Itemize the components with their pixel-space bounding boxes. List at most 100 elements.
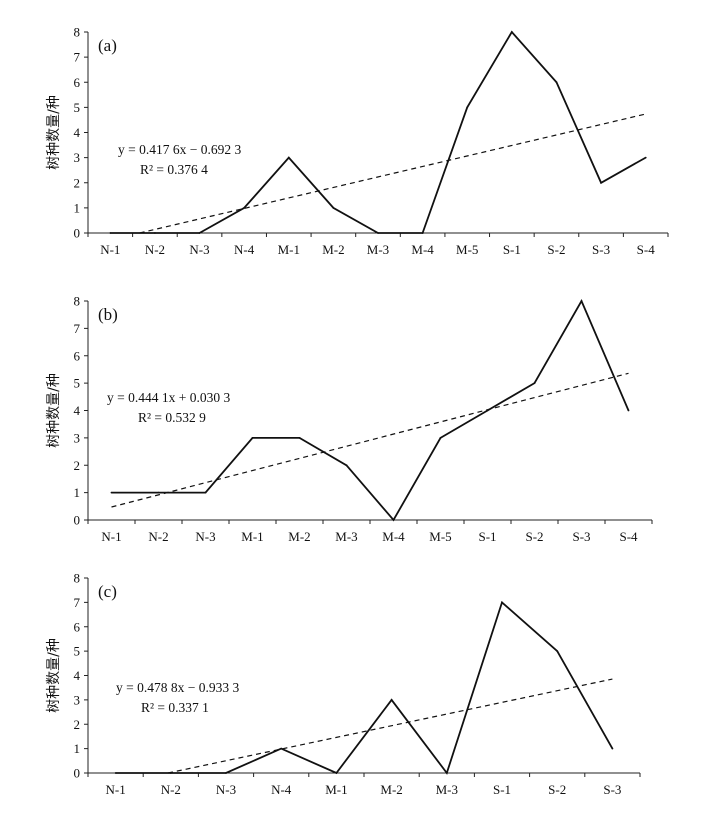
- data-point: [110, 491, 113, 494]
- data-point: [421, 232, 424, 234]
- y-tick-label: 3: [74, 692, 81, 707]
- x-tick-label: M-4: [382, 529, 405, 544]
- x-tick-label: S-4: [619, 529, 638, 544]
- trendline: [139, 113, 646, 234]
- data-point: [157, 491, 160, 494]
- data-point: [335, 772, 338, 774]
- r-squared: R² = 0.337 1: [141, 700, 209, 715]
- x-tick-label: M-2: [288, 529, 310, 544]
- y-tick-label: 3: [74, 150, 81, 165]
- y-axis-label: 树种数量/种: [46, 95, 62, 170]
- data-point: [644, 156, 647, 159]
- y-axis-label: 树种数量/种: [46, 638, 62, 713]
- data-point: [280, 747, 283, 750]
- x-tick-label: S-1: [503, 242, 521, 257]
- x-tick-label: S-2: [547, 242, 565, 257]
- x-tick-label: S-2: [548, 782, 566, 797]
- x-tick-label: N-3: [195, 529, 215, 544]
- y-tick-label: 1: [74, 485, 81, 500]
- x-tick-label: S-1: [493, 782, 511, 797]
- y-tick-label: 8: [74, 571, 81, 586]
- chart-panel-2: 0 1 2 3 4 5 6 7 8 N-1 N-2 N-3 M-1 M-2 M-3 M-4 M-5 S-1 S-2 S…: [46, 294, 653, 544]
- x-tick-label: M-2: [380, 782, 402, 797]
- y-tick-label: 0: [74, 766, 81, 781]
- x-tick-label: S-3: [592, 242, 610, 257]
- y-tick-label: 5: [74, 376, 81, 391]
- x-tick-label: M-4: [411, 242, 434, 257]
- y-tick-label: 2: [74, 717, 81, 732]
- y-tick-label: 8: [74, 294, 81, 309]
- y-tick-label: 7: [74, 50, 81, 65]
- y-tick-label: 4: [74, 403, 81, 418]
- y-tick-label: 2: [74, 458, 81, 473]
- y-tick-label: 0: [74, 513, 81, 528]
- data-point: [109, 232, 112, 234]
- data-point: [510, 31, 513, 33]
- data-point: [345, 464, 348, 467]
- x-tick-label: N-2: [148, 529, 168, 544]
- data-point: [611, 747, 614, 750]
- x-tick-label: S-3: [572, 529, 590, 544]
- panel-label: (b): [98, 305, 118, 324]
- data-point: [439, 436, 442, 439]
- data-point: [169, 772, 172, 774]
- data-point: [377, 232, 379, 234]
- data-point: [287, 156, 290, 159]
- y-tick-label: 1: [74, 200, 81, 215]
- x-tick-label: M-1: [241, 529, 263, 544]
- data-point: [600, 181, 602, 184]
- panel-label: (a): [98, 36, 117, 55]
- series-line: [111, 298, 630, 522]
- y-tick-label: 5: [74, 644, 81, 659]
- data-point: [298, 436, 301, 439]
- x-tick-label: M-1: [278, 242, 300, 257]
- series-line: [115, 600, 614, 775]
- data-point: [627, 409, 630, 412]
- data-point: [445, 772, 448, 774]
- y-tick-label: 6: [74, 75, 81, 90]
- x-tick-label: M-3: [436, 782, 458, 797]
- series-line: [110, 30, 647, 234]
- y-tick-label: 4: [74, 668, 81, 683]
- data-point: [580, 300, 583, 302]
- x-tick-label: N-1: [105, 782, 125, 797]
- data-point: [114, 772, 117, 774]
- x-tick-label: N-3: [216, 782, 236, 797]
- data-point: [243, 206, 246, 209]
- x-tick-label: M-1: [325, 782, 347, 797]
- x-tick-label: N-4: [271, 782, 292, 797]
- chart-panel-3: 0 1 2 3 4 5 6 7 8 N-1 N-2 N-3 N-4 M-1 M-2 M-3 S-1 S-2 S-3 树…: [46, 571, 641, 797]
- x-tick-label: N-2: [161, 782, 181, 797]
- trendline: [111, 372, 629, 508]
- data-point: [198, 232, 201, 234]
- x-tick-label: S-4: [637, 242, 656, 257]
- y-tick-label: 7: [74, 321, 81, 336]
- data-point: [556, 650, 559, 653]
- y-tick-label: 5: [74, 100, 81, 115]
- data-point: [555, 81, 558, 84]
- y-tick-label: 6: [74, 348, 81, 363]
- regression-equation: y = 0.444 1x + 0.030 3: [107, 390, 230, 405]
- regression-equation: y = 0.478 8x − 0.933 3: [116, 680, 239, 695]
- data-point: [533, 382, 536, 385]
- data-point: [466, 106, 469, 109]
- x-tick-label: S-1: [478, 529, 496, 544]
- regression-equation: y = 0.417 6x − 0.692 3: [118, 142, 241, 157]
- data-point: [332, 206, 335, 209]
- y-tick-label: 1: [74, 741, 81, 756]
- y-tick-label: 2: [74, 175, 81, 190]
- r-squared: R² = 0.532 9: [138, 410, 206, 425]
- data-point: [501, 601, 503, 604]
- y-tick-label: 0: [74, 226, 81, 241]
- data-point: [390, 698, 393, 701]
- trendline: [167, 678, 613, 774]
- x-tick-label: N-2: [145, 242, 165, 257]
- x-tick-label: N-1: [101, 529, 121, 544]
- x-tick-label: M-5: [456, 242, 478, 257]
- y-tick-label: 6: [74, 619, 81, 634]
- y-tick-label: 4: [74, 125, 81, 140]
- x-tick-label: N-4: [234, 242, 255, 257]
- r-squared: R² = 0.376 4: [140, 162, 208, 177]
- data-point: [251, 436, 254, 439]
